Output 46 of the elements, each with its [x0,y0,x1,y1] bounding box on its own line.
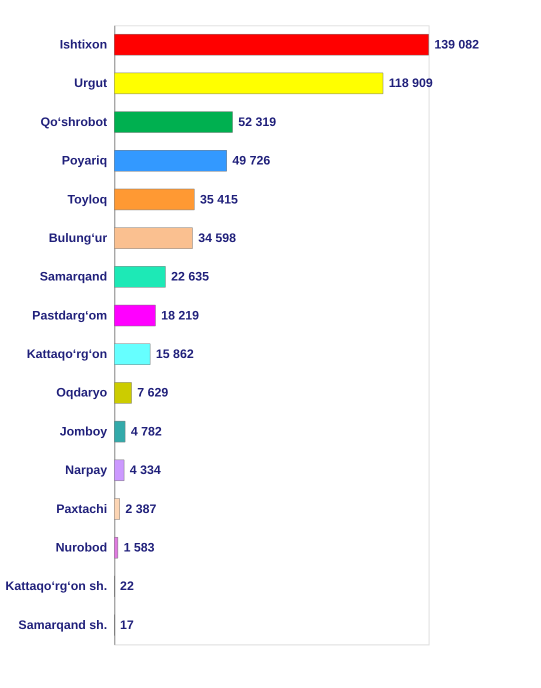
data-label: 1 583 [124,540,155,555]
data-label: 35 415 [200,192,238,206]
y-tick-label: Kattaqo‘rg‘on [26,347,108,362]
bar [114,188,195,210]
data-label: 7 629 [137,386,168,400]
data-label: 4 782 [130,424,162,438]
data-label: 118 909 [388,76,433,90]
bar [114,111,233,133]
bar [114,344,150,365]
data-label: 2 387 [125,502,156,516]
y-tick-label: Narpay [65,463,108,478]
bar [114,420,126,442]
y-tick-label: Qo‘shrobot [40,114,108,129]
y-tick-label: Toyloq [68,192,108,206]
y-tick-label: Jomboy [60,424,108,438]
data-label: 22 [120,579,134,594]
bar [114,72,384,94]
data-label: 139 082 [434,37,480,52]
y-tick-label: Urgut [74,76,108,90]
bar [114,150,227,172]
y-tick-label: Samarqand [40,270,108,284]
bar [114,498,120,520]
data-label: 49 726 [232,154,270,168]
bar [114,304,156,326]
data-label: 17 [120,618,134,632]
data-label: 18 219 [161,308,200,322]
bar [114,382,132,404]
y-tick-label: Oqdaryo [56,386,108,400]
y-tick-label: Pastdarg‘om [32,308,108,322]
bar [114,460,124,482]
bar [114,34,429,56]
data-label: 52 319 [238,114,276,129]
bar [114,227,193,249]
bar [114,536,118,558]
y-tick-label: Nurobod [56,540,108,555]
bar [114,266,166,288]
y-tick-label: Samarqand sh. [18,618,108,632]
y-tick-label: Paxtachi [56,502,108,516]
y-tick-label: Kattaqo‘rg‘on sh. [5,579,108,594]
data-label: 34 598 [198,230,236,245]
data-label: 4 334 [130,463,161,478]
y-tick-label: Poyariq [62,154,108,168]
y-tick-label: Bulung‘ur [48,230,108,245]
data-label: 15 862 [156,347,194,362]
data-label: 22 635 [171,270,210,284]
y-tick-label: Ishtixon [60,37,108,52]
